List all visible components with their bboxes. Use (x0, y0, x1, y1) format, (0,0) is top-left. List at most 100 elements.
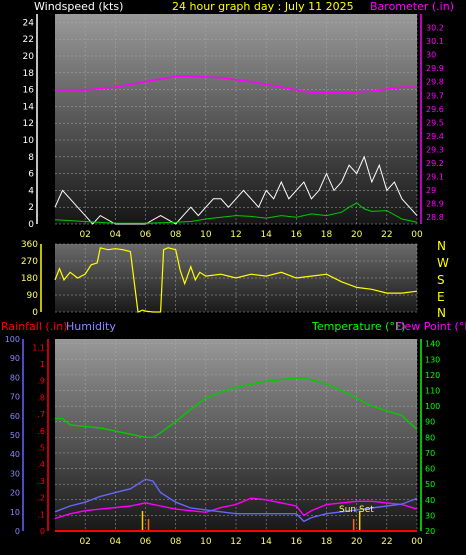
temperature-tick-label: 50 (425, 480, 435, 489)
barometer-tick-label: 30 (426, 51, 436, 60)
x-tick-label: 08 (170, 230, 182, 240)
windspeed-tick-label: 22 (23, 35, 34, 45)
temp-panel-ticks: 02 04 06 08 10 12 14 16 18 20 22 002030405060708090… (5, 335, 441, 547)
temperature-line (55, 377, 418, 438)
rainfall-tick-label: .9 (37, 377, 45, 386)
temperature-tick-label: 120 (425, 371, 440, 380)
windspeed-axis-label: Windspeed (kts) (34, 0, 123, 13)
barometer-tick-label: 28.9 (426, 200, 444, 209)
direction-tick-label: 90 (27, 291, 39, 301)
x-tick-label: 20 (351, 537, 363, 547)
x-tick-label: 06 (140, 537, 152, 547)
compass-label: S (437, 273, 445, 287)
humidity-tick-label: 70 (10, 393, 20, 402)
temp-panel-series (54, 377, 418, 532)
barometer-tick-label: 29.8 (426, 78, 444, 87)
barometer-tick-label: 29.6 (426, 105, 444, 114)
windspeed-tick-label: 24 (23, 18, 35, 28)
barometer-line (55, 75, 417, 94)
windspeed-tick-label: 20 (23, 52, 35, 62)
barometer-tick-label: 29.5 (426, 118, 444, 127)
rainfall-tick-label: .5 (37, 444, 45, 453)
barometer-tick-label: 29.2 (426, 159, 444, 168)
x-tick-label: 04 (110, 537, 122, 547)
rainfall-tick-label: .1 (37, 510, 45, 519)
rainfall-tick-label: .3 (37, 477, 45, 486)
windspeed-tick-label: 12 (23, 119, 34, 129)
temperature-tick-label: 100 (425, 402, 440, 411)
sunset-annotation: Sun Set (339, 505, 374, 515)
temperature-tick-label: 80 (425, 433, 435, 442)
compass-label: E (437, 290, 445, 304)
dew_point-line (54, 497, 418, 520)
humidity-line (54, 478, 418, 523)
x-tick-label: 10 (200, 537, 212, 547)
humidity-tick-label: 80 (10, 373, 20, 382)
wind_direction-line (54, 247, 418, 313)
humidity-tick-label: 10 (10, 508, 20, 517)
temperature-tick-label: 40 (425, 496, 435, 505)
barometer-tick-label: 29.4 (426, 132, 444, 141)
humidity-axis-label: Humidity (66, 320, 116, 333)
direction-tick-label: 270 (21, 257, 38, 267)
rainfall-tick-label: 0 (40, 527, 45, 536)
humidity-tick-label: 0 (15, 527, 20, 536)
barometer-tick-label: 29.9 (426, 64, 444, 73)
x-tick-label: 02 (79, 230, 90, 240)
barometer-tick-label: 29.7 (426, 91, 444, 100)
direction-tick-label: 0 (32, 308, 38, 318)
windspeed-tick-label: 8 (28, 153, 34, 163)
rainfall-tick-label: .4 (37, 460, 45, 469)
rainfall-tick-label: .7 (37, 410, 45, 419)
x-tick-label: 00 (411, 230, 423, 240)
windspeed-tick-label: 14 (23, 102, 35, 112)
wind-panel-series (54, 75, 418, 225)
compass-label: W (437, 256, 449, 270)
barometer-tick-label: 29.1 (426, 173, 444, 182)
temperature-tick-label: 130 (425, 355, 440, 364)
humidity-tick-label: 40 (10, 450, 20, 459)
x-tick-label: 02 (79, 537, 90, 547)
x-tick-label: 00 (411, 537, 423, 547)
barometer-tick-label: 28.8 (426, 213, 444, 222)
x-tick-label: 22 (381, 230, 392, 240)
temperature-tick-label: 30 (425, 511, 435, 520)
rainfall-tick-label: 1 (40, 360, 45, 369)
x-tick-label: 18 (321, 230, 333, 240)
humidity-tick-label: 30 (10, 469, 20, 478)
x-tick-label: 12 (230, 537, 241, 547)
x-tick-label: 22 (381, 537, 392, 547)
rainfall-tick-label: .2 (37, 494, 45, 503)
compass-label: N (437, 306, 446, 320)
x-tick-label: 10 (200, 230, 212, 240)
windspeed-tick-label: 2 (28, 203, 34, 213)
windspeed-tick-label: 10 (23, 136, 35, 146)
barometer-tick-label: 29 (426, 186, 436, 195)
x-tick-label: 14 (260, 230, 272, 240)
rainfall-tick-label: .8 (37, 393, 45, 402)
wind-panel-ticks: 02 04 06 08 10 12 14 16 18 20 22 000246810121416182… (23, 14, 444, 240)
temperature-axis-label: Temperature (°F) (311, 320, 406, 333)
rainfall-tick-label: 1.1 (32, 343, 45, 352)
windspeed_avg-line (54, 202, 418, 224)
compass-label: N (437, 239, 446, 253)
wind-panel-grid (55, 14, 418, 225)
temperature-tick-label: 70 (425, 449, 435, 458)
temperature-tick-label: 110 (425, 387, 440, 396)
direction-tick-label: 360 (21, 240, 38, 250)
humidity-tick-label: 50 (10, 431, 20, 440)
humidity-tick-label: 90 (10, 354, 20, 363)
barometer-tick-label: 30.1 (426, 37, 444, 46)
windspeed-tick-label: 4 (28, 186, 34, 196)
windspeed-tick-label: 0 (28, 220, 34, 230)
humidity-tick-label: 60 (10, 412, 20, 421)
x-tick-label: 06 (140, 230, 152, 240)
rainfall-axis-label: Rainfall (.in) (1, 320, 68, 333)
x-tick-label: 16 (291, 537, 303, 547)
dewpoint-axis-label: Dew Point (°F) (396, 320, 466, 333)
barometer-axis-label: Barometer (.in) (370, 0, 454, 13)
x-tick-label: 12 (230, 230, 241, 240)
